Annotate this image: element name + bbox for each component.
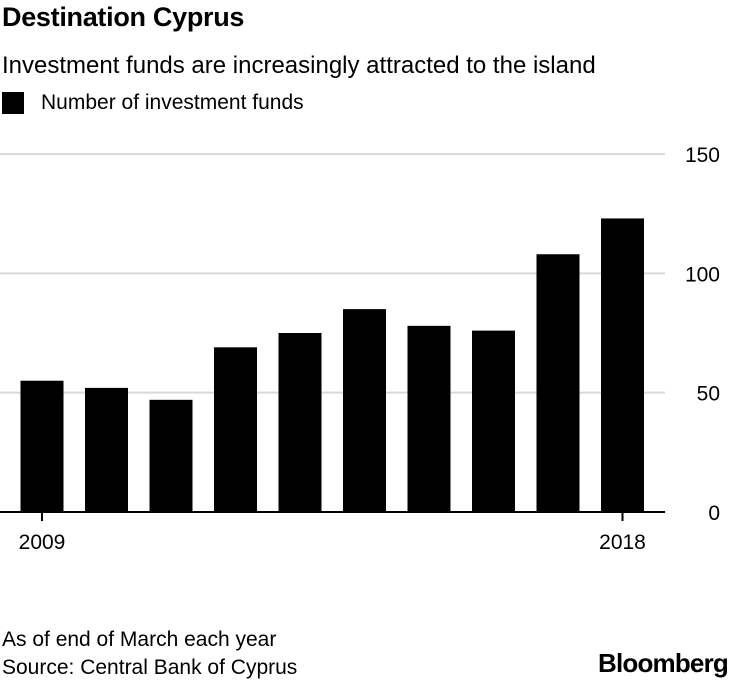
y-tick-label: 0 (708, 502, 720, 525)
bar (601, 218, 644, 512)
x-tick-label: 2009 (19, 531, 66, 554)
bloomberg-logo: Bloomberg (597, 648, 729, 678)
bar (20, 380, 64, 512)
bar (343, 309, 386, 512)
bar (214, 347, 257, 512)
legend-label: Number of investment funds (41, 91, 304, 114)
bar-chart: 0 50 100 150 2009 2018 (0, 144, 720, 554)
y-tick-label: 150 (685, 144, 720, 167)
bar (407, 325, 451, 512)
chart-source: Source: Central Bank of Cyprus (2, 656, 298, 679)
bar (149, 399, 193, 512)
chart-title: Destination Cyprus (2, 2, 245, 32)
bar (85, 387, 128, 512)
legend-swatch (2, 92, 24, 114)
chart-note: As of end of March each year (2, 628, 277, 651)
bar (472, 330, 515, 512)
y-tick-label: 100 (685, 263, 720, 286)
bar (536, 254, 580, 512)
bar (278, 333, 322, 512)
legend: Number of investment funds (2, 90, 304, 116)
chart-subtitle: Investment funds are increasingly attrac… (2, 52, 596, 79)
y-tick-label: 50 (697, 383, 720, 406)
x-tick-label: 2018 (599, 531, 646, 554)
